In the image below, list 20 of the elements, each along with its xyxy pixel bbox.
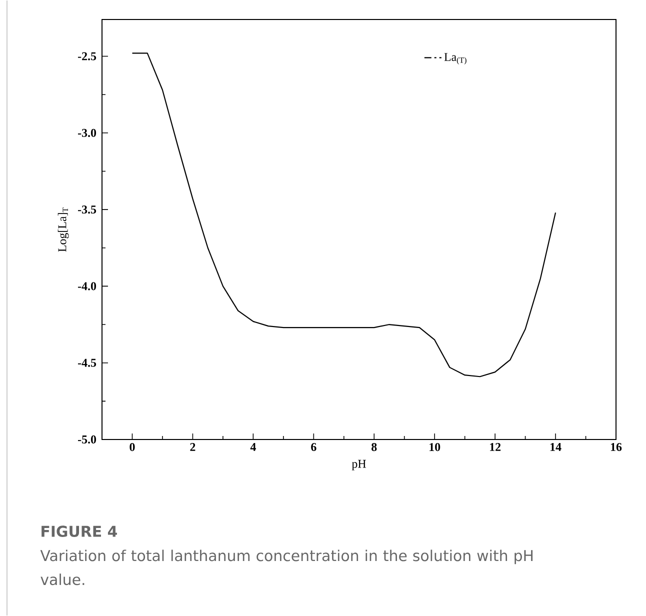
y-tick-label: -2.5 [78,52,96,60]
x-tick-label: 8 [372,443,377,452]
x-tick-label: 16 [610,443,622,452]
x-tick-label: 10 [430,443,440,452]
x-axis-title: pH [352,460,366,470]
y-tick-label: -4.5 [78,358,96,367]
x-tick-label: 2 [190,443,196,451]
x-tick-label: 6 [311,443,316,452]
y-tick-label: -3.0 [78,128,96,137]
y-tick-label: -3.5 [78,206,96,214]
x-tick-label: 4 [250,443,256,451]
y-tick-label: -5.0 [78,435,96,444]
text: Variation of total lanthanum concentration in the solution with pH value. [40,550,533,586]
x-tick-label: 14 [550,443,562,451]
text: FIGURE 4 [42,526,117,537]
y-tick-label: -4.0 [78,282,96,290]
y-axis-title: Log[La]$_{T}$ [58,208,69,252]
legend-label: La$_{(T)}$ [444,53,466,64]
x-tick-label: 0 [130,443,135,452]
x-tick-label: 12 [490,443,501,451]
